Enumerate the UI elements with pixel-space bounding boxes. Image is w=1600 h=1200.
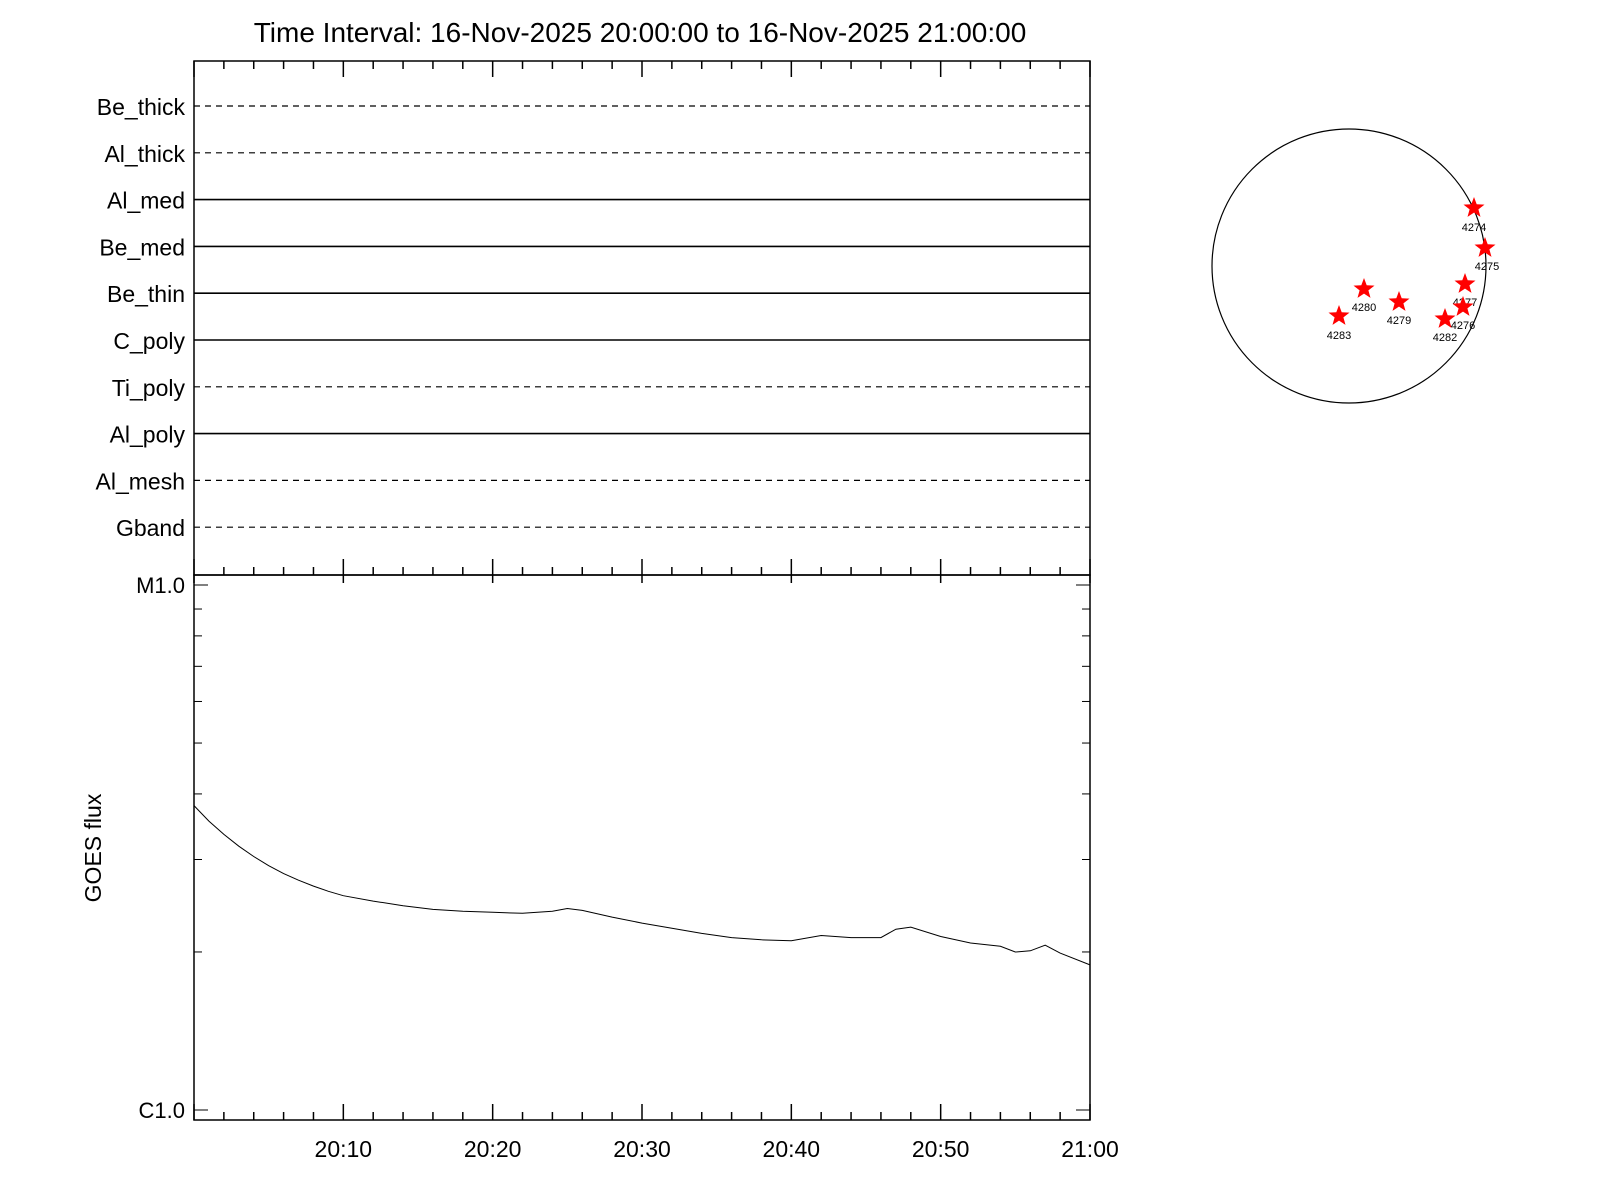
x-tick-label: 20:30 xyxy=(613,1136,671,1162)
goes-x-tick-labels: 20:10 20:20 20:30 20:40 20:50 21:00 xyxy=(315,1136,1119,1162)
goes-y-tick-labels: M1.0 C1.0 xyxy=(136,573,185,1123)
filter-row-label: Al_thick xyxy=(104,141,185,167)
region-marker-star xyxy=(1454,273,1476,293)
region-label: 4274 xyxy=(1462,222,1486,234)
x-tick-label: 20:50 xyxy=(912,1136,970,1162)
x-tick-label: 21:00 xyxy=(1061,1136,1119,1162)
y-tick-label: C1.0 xyxy=(139,1098,185,1123)
region-label: 4276 xyxy=(1451,320,1475,332)
filter-panel: Be_thick Al_thick Al_med Be_med Be_thin C_pol… xyxy=(96,60,1091,583)
region-marker-star xyxy=(1474,237,1496,257)
filter-panel-ticks xyxy=(193,61,1091,583)
region-label: 4279 xyxy=(1387,315,1411,327)
filter-rows: Be_thick Al_thick Al_med Be_med Be_thin C_pol… xyxy=(96,94,1090,541)
region-marker-star xyxy=(1353,278,1375,298)
region-marker-star xyxy=(1434,308,1456,328)
y-tick-label: M1.0 xyxy=(136,573,185,598)
region-marker-star xyxy=(1463,197,1485,217)
region-label: 4275 xyxy=(1475,261,1499,273)
filter-row-label: Gband xyxy=(116,515,185,541)
filter-row-label: Al_poly xyxy=(110,422,186,448)
goes-flux-line xyxy=(193,805,1091,966)
filter-row-label: Be_med xyxy=(99,234,185,260)
region-label: 4280 xyxy=(1352,302,1376,314)
goes-panel-frame xyxy=(193,574,1091,1121)
sun-map: 42744275427742804279427642824283 xyxy=(1211,128,1499,404)
x-tick-label: 20:40 xyxy=(763,1136,821,1162)
goes-panel-ticks xyxy=(193,584,1091,1120)
solar-disk xyxy=(1211,128,1487,404)
filter-row-label: Ti_poly xyxy=(112,375,186,401)
filter-row-label: Al_med xyxy=(107,188,185,214)
goes-panel: M1.0C1.0 20:10 20:20 20:30 20:40 20:50 21:00 … xyxy=(80,573,1119,1162)
filter-row-label: Be_thick xyxy=(97,94,186,120)
x-tick-label: 20:20 xyxy=(464,1136,522,1162)
active-regions: 42744275427742804279427642824283 xyxy=(1327,197,1499,344)
region-marker-star xyxy=(1388,291,1410,311)
x-tick-label: 20:10 xyxy=(315,1136,373,1162)
region-label: 4282 xyxy=(1433,332,1457,344)
filter-row-label: C_poly xyxy=(113,328,185,354)
filter-panel-frame xyxy=(193,60,1091,576)
region-label: 4283 xyxy=(1327,330,1351,342)
filter-row-label: Al_mesh xyxy=(96,468,185,494)
filter-row-label: Be_thin xyxy=(107,281,185,307)
region-marker-star xyxy=(1452,296,1474,316)
goes-y-axis-label: GOES flux xyxy=(80,793,106,902)
chart-title: Time Interval: 16-Nov-2025 20:00:00 to 1… xyxy=(254,17,1027,48)
region-marker-star xyxy=(1328,305,1350,325)
